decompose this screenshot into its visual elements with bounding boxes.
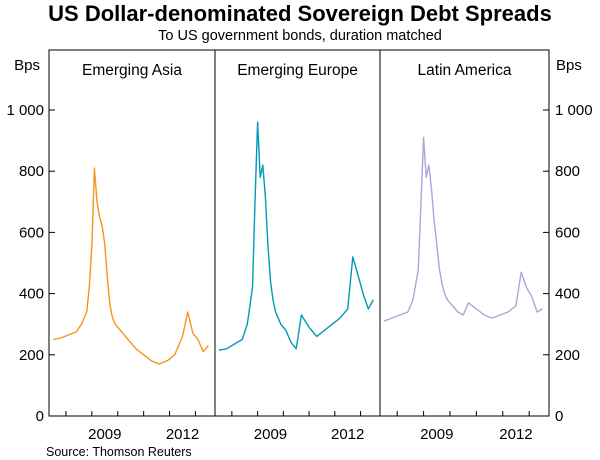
- x-tick-label-1-1: 2012: [166, 426, 199, 443]
- x-tick-label-1-0: 2009: [88, 426, 121, 443]
- x-tick-label-2-1: 2012: [331, 426, 364, 443]
- y-tick-label-right-200: 200: [555, 347, 580, 364]
- y-tick-label-left-800: 800: [19, 163, 44, 180]
- x-tick-label-3-1: 2012: [499, 426, 532, 443]
- y-tick-label-left-0: 0: [36, 408, 44, 425]
- panel-title-2: Emerging Europe: [237, 62, 358, 79]
- y-tick-label-right-800: 800: [555, 163, 580, 180]
- y-tick-label-right-0: 0: [555, 408, 563, 425]
- x-tick-label-2-0: 2009: [254, 426, 287, 443]
- chart-subtitle: To US government bonds, duration matched: [158, 28, 442, 44]
- x-tick-label-3-0: 2009: [420, 426, 453, 443]
- y-tick-label-left-600: 600: [19, 224, 44, 241]
- y-tick-label-right-600: 600: [555, 224, 580, 241]
- y-tick-label-left-200: 200: [19, 347, 44, 364]
- panel-title-1: Emerging Asia: [82, 62, 182, 79]
- series-line-2: [218, 121, 375, 351]
- plot-frame: [48, 49, 550, 417]
- series-line-3: [383, 136, 543, 322]
- right-axis-label: Bps: [556, 57, 582, 74]
- chart-title: US Dollar-denominated Sovereign Debt Spr…: [48, 1, 552, 26]
- series-line-1: [52, 167, 209, 365]
- y-tick-label-left-1000: 1 000: [6, 102, 44, 119]
- panel-title-3: Latin America: [418, 62, 512, 79]
- y-tick-label-left-400: 400: [19, 286, 44, 303]
- left-axis-label: Bps: [14, 57, 40, 74]
- source-note: Source: Thomson Reuters: [46, 445, 192, 459]
- y-tick-label-right-400: 400: [555, 286, 580, 303]
- chart-panels: Emerging Asia 2009 2012 Emerging Europe 2009…: [6, 62, 592, 443]
- y-tick-label-right-1000: 1 000: [555, 102, 593, 119]
